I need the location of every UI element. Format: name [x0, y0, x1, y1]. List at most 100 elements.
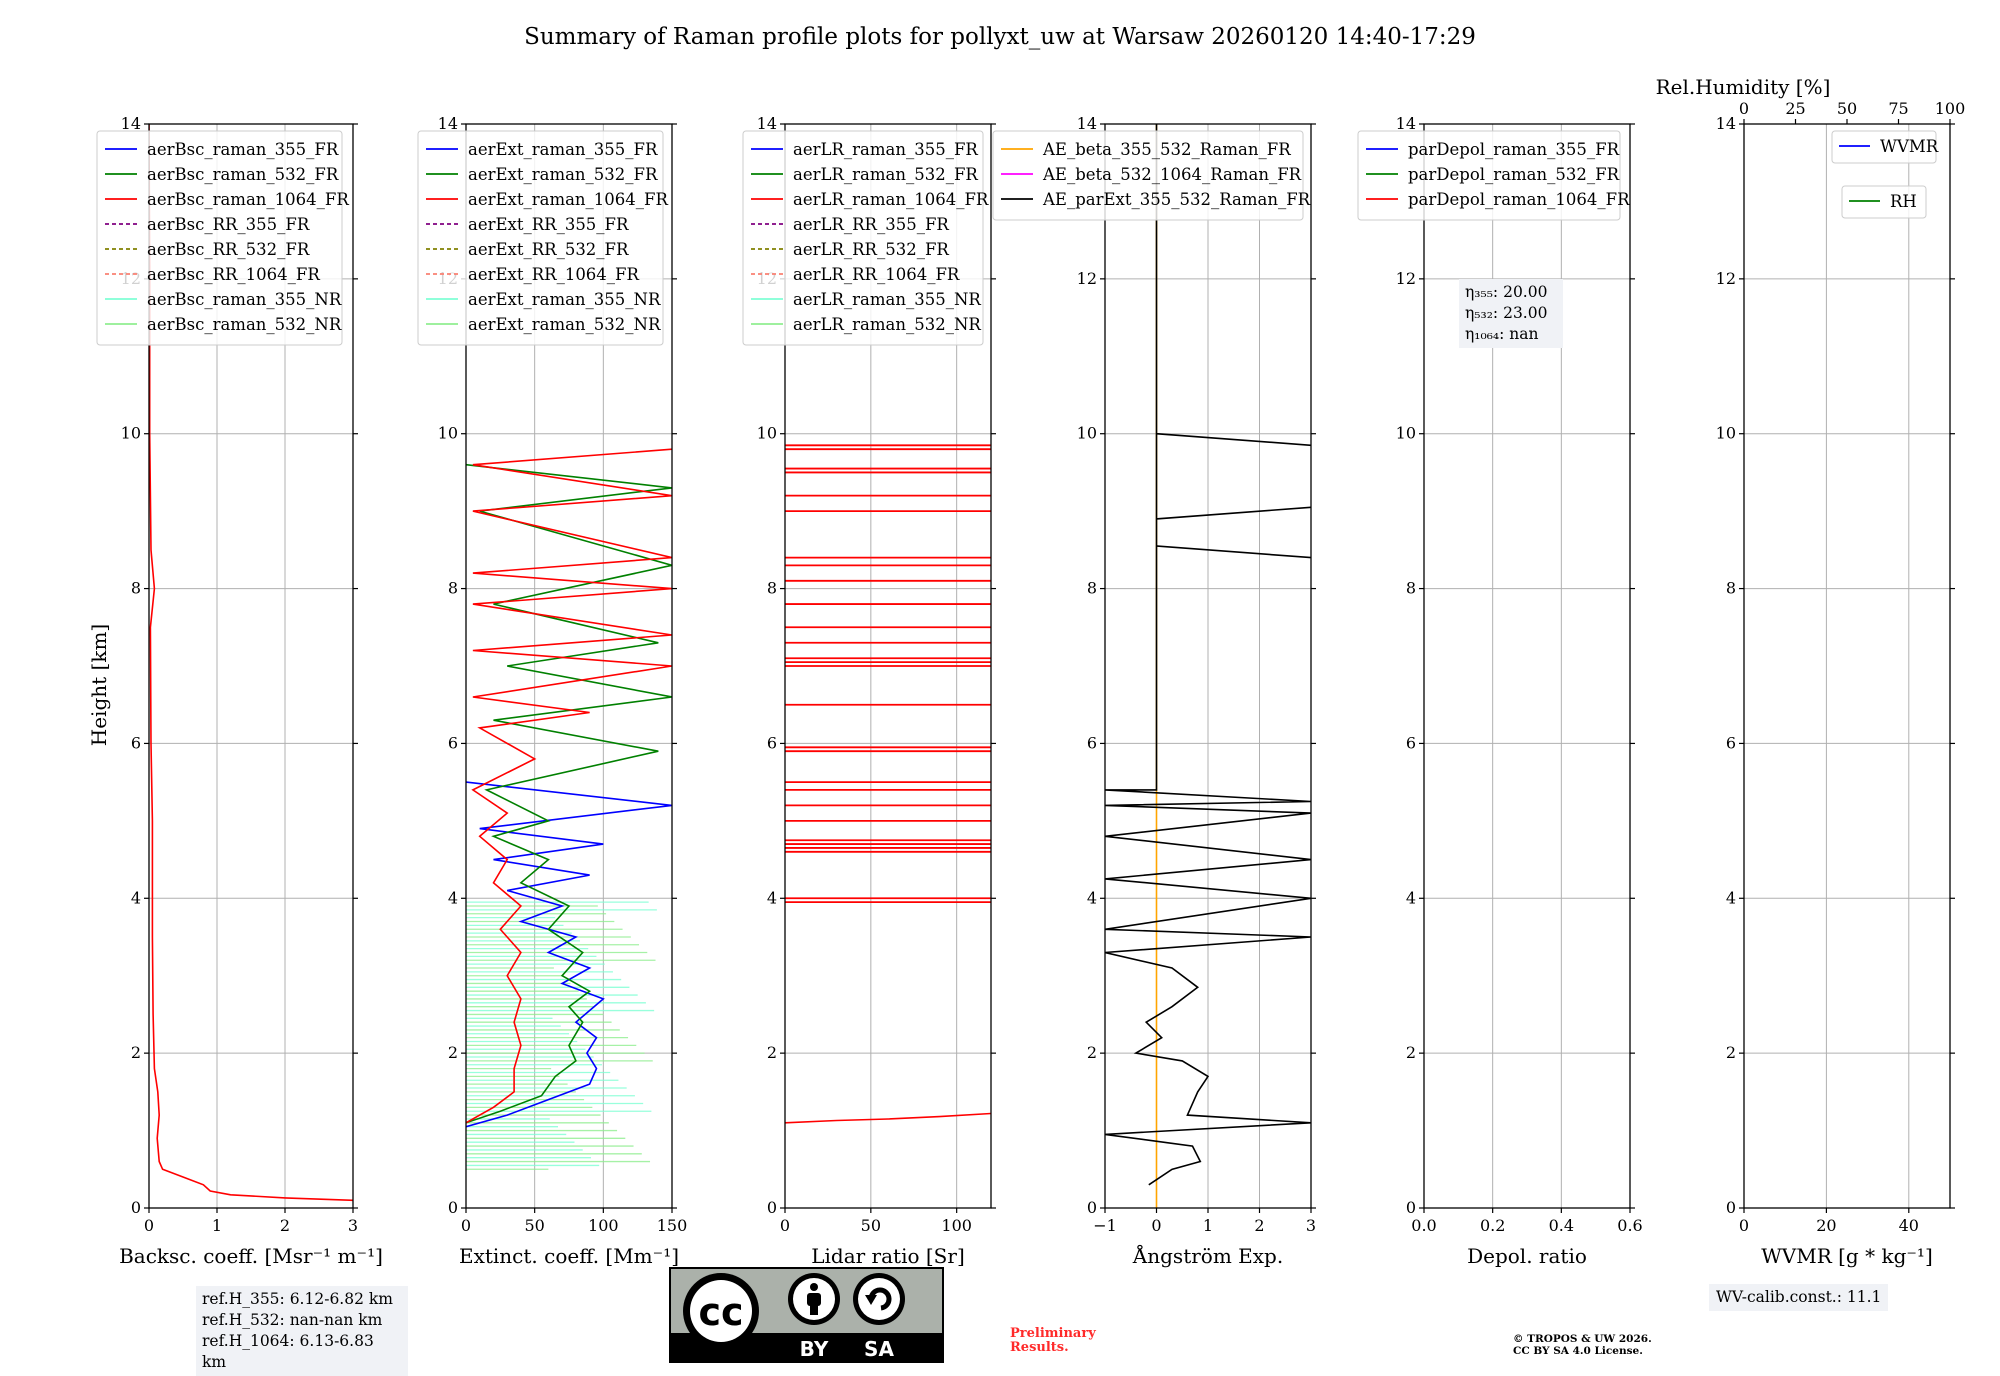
y-tick-label: 14: [438, 114, 458, 133]
legend-label: aerExt_raman_1064_FR: [468, 190, 668, 209]
y-tick-label: 0: [1087, 1198, 1097, 1217]
legend-box-rh: [1841, 185, 1927, 219]
y-tick-label: 2: [1087, 1043, 1097, 1062]
by-text: BY: [800, 1337, 829, 1361]
x-tick-label: 0: [144, 1216, 154, 1235]
y-tick-label: 10: [1716, 424, 1736, 443]
axes-frame: [784, 123, 992, 1209]
x-tick-label: 2: [1254, 1216, 1264, 1235]
y-tick-label: 12: [1396, 269, 1416, 288]
rh-axis-title: Rel.Humidity [%]: [1656, 75, 1831, 99]
legend-label: aerBsc_raman_1064_FR: [147, 190, 349, 209]
x-axis-label: Backsc. coeff. [Msr⁻¹ m⁻¹]: [119, 1244, 383, 1268]
x-axis-label: Ångström Exp.: [1132, 1243, 1283, 1268]
series-aerExt_raman_1064_FR: [466, 448, 672, 1124]
x-tick-label: 40: [1899, 1216, 1919, 1235]
y-tick-label: 12: [1077, 269, 1097, 288]
x-tick-label: 0: [1151, 1216, 1161, 1235]
rh-tick-label: 0: [1739, 99, 1749, 118]
reference-height-box: ref.H_355: 6.12-6.82 km ref.H_532: nan-n…: [196, 1286, 408, 1376]
x-tick-label: 50: [861, 1216, 881, 1235]
x-tick-label: 0: [461, 1216, 471, 1235]
cc-text: cc: [698, 1290, 743, 1334]
legend-label: aerLR_RR_1064_FR: [793, 265, 960, 284]
legend-label: aerExt_RR_532_FR: [468, 240, 629, 259]
legend-label: aerLR_RR_532_FR: [793, 240, 949, 259]
legend-label: aerLR_raman_1064_FR: [793, 190, 989, 209]
y-tick-label: 8: [448, 579, 458, 598]
preliminary-note: Preliminary Results.: [1010, 1327, 1096, 1355]
figure-title: Summary of Raman profile plots for polly…: [524, 24, 1476, 50]
y-tick-label: 4: [1406, 888, 1416, 907]
axes-frame: [465, 123, 673, 1209]
y-tick-label: 0: [767, 1198, 777, 1217]
legend-box: [96, 130, 343, 346]
y-axis-label: Height [km]: [87, 624, 111, 746]
panel-extinction: 02468101214050100150Extinct. coeff. [Mm⁻…: [417, 114, 687, 1268]
data-area: [149, 124, 353, 1202]
y-tick-label: 4: [131, 888, 141, 907]
legend-label: aerExt_raman_355_NR: [468, 290, 661, 309]
sa-text: SA: [864, 1337, 894, 1361]
rh-tick-label: 25: [1785, 99, 1805, 118]
x-tick-label: 100: [941, 1216, 972, 1235]
legend-label: AE_parExt_355_532_Raman_FR: [1042, 190, 1311, 209]
legend-label: parDepol_raman_1064_FR: [1408, 190, 1630, 209]
y-tick-label: 2: [1726, 1043, 1736, 1062]
copyright-note: © TROPOS & UW 2026. CC BY SA 4.0 License…: [1513, 1333, 1652, 1357]
x-tick-label: −1: [1093, 1216, 1117, 1235]
y-tick-label: 14: [121, 114, 141, 133]
legend-box: [742, 130, 984, 346]
data-area: [785, 444, 991, 1124]
legend-label: parDepol_raman_355_FR: [1408, 140, 1620, 159]
y-tick-label: 10: [121, 424, 141, 443]
x-tick-label: 0.0: [1411, 1216, 1436, 1235]
cc-by-sa-logo: cc BY SA: [669, 1267, 944, 1363]
x-tick-label: 20: [1816, 1216, 1836, 1235]
x-tick-label: 0.2: [1480, 1216, 1505, 1235]
panel-lidar_ratio: 02468101214050100Lidar ratio [Sr]aerLR_r…: [742, 114, 996, 1268]
y-tick-label: 8: [1087, 579, 1097, 598]
y-tick-label: 4: [767, 888, 777, 907]
preliminary-line2: Results.: [1010, 1340, 1069, 1355]
y-tick-label: 14: [1716, 114, 1736, 133]
x-tick-label: 1: [212, 1216, 222, 1235]
y-tick-label: 6: [1726, 733, 1736, 752]
legend-label: aerBsc_raman_532_NR: [147, 315, 342, 334]
series-aerLR_raman_1064_FR: [785, 1112, 991, 1124]
copyright-line2: CC BY SA 4.0 License.: [1513, 1345, 1643, 1357]
x-tick-label: 2: [280, 1216, 290, 1235]
eta-box: η₃₅₅: 20.00 η₅₃₂: 23.00 η₁₀₆₄: nan: [1459, 279, 1563, 348]
y-tick-label: 2: [767, 1043, 777, 1062]
eta-532: η₅₃₂: 23.00: [1465, 304, 1548, 322]
legend-label: aerLR_raman_532_NR: [793, 315, 981, 334]
x-axis-label: Lidar ratio [Sr]: [811, 1244, 965, 1268]
x-tick-label: 0: [780, 1216, 790, 1235]
legend-label: AE_beta_355_532_Raman_FR: [1042, 140, 1291, 159]
y-tick-label: 14: [757, 114, 777, 133]
legend-label: aerExt_raman_532_FR: [468, 165, 658, 184]
ref-h-532: ref.H_532: nan-nan km: [202, 1311, 383, 1329]
legend-label: WVMR: [1880, 137, 1939, 156]
axes-frame: [1743, 123, 1951, 1209]
y-tick-label: 10: [438, 424, 458, 443]
y-tick-label: 10: [757, 424, 777, 443]
legend-label: aerBsc_raman_355_FR: [147, 140, 339, 159]
copyright-line1: © TROPOS & UW 2026.: [1513, 1333, 1652, 1345]
y-tick-label: 14: [1396, 114, 1416, 133]
legend-label: aerBsc_RR_1064_FR: [147, 265, 320, 284]
legend-label: AE_beta_532_1064_Raman_FR: [1042, 165, 1302, 184]
x-tick-label: 100: [588, 1216, 619, 1235]
legend-box-wvmr: [1831, 130, 1937, 164]
legend-label: aerBsc_RR_532_FR: [147, 240, 310, 259]
legend-label: aerBsc_raman_355_NR: [147, 290, 342, 309]
y-tick-label: 2: [1406, 1043, 1416, 1062]
legend-label: RH: [1890, 192, 1917, 211]
ref-h-1064: ref.H_1064: 6.13-6.83 km: [202, 1332, 374, 1371]
y-tick-label: 2: [448, 1043, 458, 1062]
legend-label: aerLR_raman_355_FR: [793, 140, 978, 159]
rh-tick-label: 50: [1837, 99, 1857, 118]
legend-label: aerExt_raman_532_NR: [468, 315, 661, 334]
